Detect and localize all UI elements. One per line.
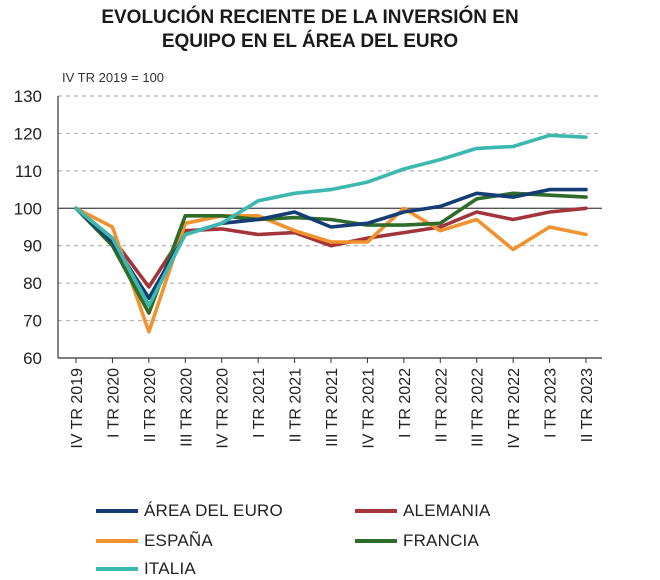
- y-tick-label: 130: [14, 87, 42, 106]
- y-axis-ticks: 60 70 80 90 100 110 120 130: [14, 87, 42, 368]
- series-line-área-del-euro: [74, 187, 588, 300]
- chart-title-line-1: EVOLUCIÓN RECIENTE DE LA INVERSIÓN EN: [101, 7, 519, 28]
- y-tick-label: 70: [23, 312, 42, 331]
- x-tick-label: I TR 2020: [105, 368, 122, 438]
- x-tick-label: III TR 2021: [324, 368, 341, 447]
- y-tick-label: 100: [14, 199, 42, 218]
- y-tick-label: 110: [15, 162, 42, 181]
- x-tick-label: III TR 2020: [178, 368, 195, 447]
- x-tick-label: II TR 2023: [579, 368, 596, 443]
- x-axis-ticks: IV TR 2019 I TR 2020 II TR 2020 III TR 2020…: [69, 358, 596, 449]
- x-tick-label: IV TR 2021: [360, 368, 377, 449]
- series-line-españa: [74, 206, 588, 334]
- chart-subtitle: IV TR 2019 = 100: [62, 70, 165, 85]
- grid-lines: [58, 95, 602, 322]
- x-tick-label: II TR 2021: [288, 368, 305, 443]
- x-tick-label: IV TR 2020: [215, 368, 232, 449]
- x-tick-label: IV TR 2022: [506, 368, 523, 449]
- y-tick-label: 90: [23, 237, 42, 256]
- series-lines: [74, 133, 588, 334]
- series-line-alemania: [74, 206, 588, 289]
- x-tick-label: II TR 2020: [142, 368, 159, 443]
- chart-title-line-2: EQUIPO EN EL ÁREA DEL EURO: [161, 31, 459, 52]
- x-tick-label: IV TR 2019: [69, 368, 86, 449]
- y-tick-label: 60: [23, 349, 42, 368]
- series-line-italia: [74, 133, 588, 308]
- y-tick-label: 120: [14, 124, 42, 143]
- y-tick-label: 80: [23, 274, 42, 293]
- x-tick-label: I TR 2023: [543, 368, 560, 438]
- x-tick-label: II TR 2022: [433, 368, 450, 443]
- chart-title: EVOLUCIÓN RECIENTE DE LA INVERSIÓN EN EQ…: [40, 6, 580, 54]
- x-tick-label: III TR 2022: [470, 368, 487, 447]
- x-tick-label: I TR 2021: [251, 368, 268, 438]
- x-tick-label: I TR 2022: [397, 368, 414, 438]
